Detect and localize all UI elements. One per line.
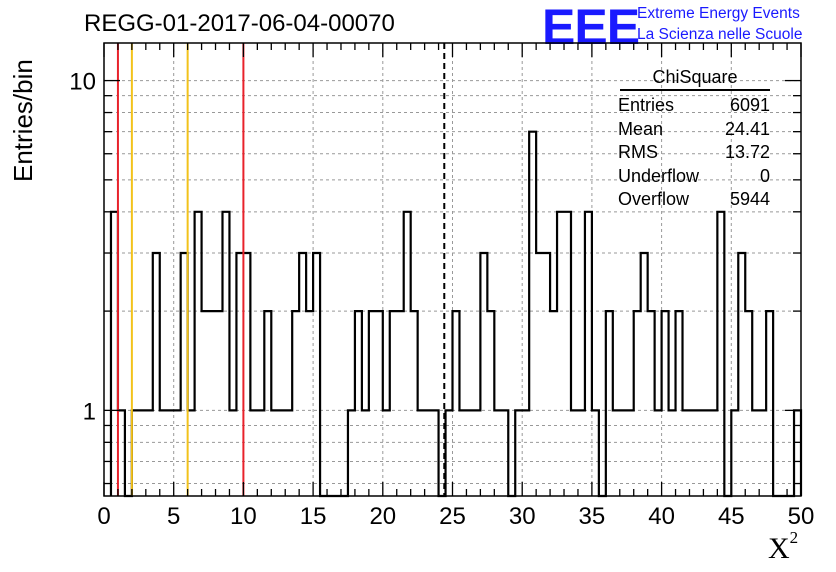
x-tick-label: 5 [167,503,180,530]
histogram-bin [397,311,404,496]
x-tick-label: 50 [788,503,815,530]
histogram-bin [306,311,313,496]
stats-label: Overflow [618,189,690,209]
x-axis-label: X2 [768,528,798,566]
histogram-bin [209,311,216,496]
stats-row-entries: Entries 6091 [618,94,770,118]
chart-title: REGG-01-2017-06-04-00070 [84,10,395,37]
logo-caption: Extreme Energy Events La Scienza nelle S… [637,3,802,45]
stats-label: RMS [618,142,658,162]
logo-line-1: Extreme Energy Events [637,5,800,22]
x-tick-label: 15 [300,503,327,530]
stats-label: Underflow [618,165,700,186]
x-tick-label: 10 [230,503,257,530]
stats-row-rms: RMS 13.72 [618,141,770,165]
stats-row-underflow: Underflow 0 [618,165,770,189]
stats-box: ChiSquare Entries 6091 Mean 24.41 RMS 13.72… [612,67,770,212]
y-tick-label: 1 [83,398,96,425]
x-tick-label: 20 [369,503,396,530]
x-axis-label-sup: 2 [789,528,799,547]
histogram-bin [550,311,557,496]
stats-label: Mean [618,118,664,139]
histogram-bin [202,311,209,496]
stats-value: 13.72 [724,142,770,162]
x-tick-label: 0 [97,503,110,530]
stats-name: ChiSquare [620,67,770,91]
x-axis-label-base: X [768,532,790,565]
stats-value: 5944 [729,189,770,209]
stats-value: 6091 [729,95,770,115]
logo-line-2: La Scienza nelle Scuole [637,26,803,43]
histogram-bin [536,253,543,496]
y-tick-label: 10 [69,69,96,96]
stats-value: 24.41 [724,118,770,139]
stats-row-overflow: Overflow 5944 [618,188,770,212]
x-tick-label: 30 [509,503,536,530]
x-tick-label: 40 [648,503,675,530]
x-tick-label: 25 [439,503,466,530]
histogram-outline [109,130,803,498]
x-tick-label: 45 [718,503,745,530]
stats-row-mean: Mean 24.41 [618,118,770,142]
stats-value: 0 [759,165,770,186]
stats-label: Entries [618,95,675,115]
histogram-bin [216,311,223,496]
x-tick-label: 35 [579,503,606,530]
